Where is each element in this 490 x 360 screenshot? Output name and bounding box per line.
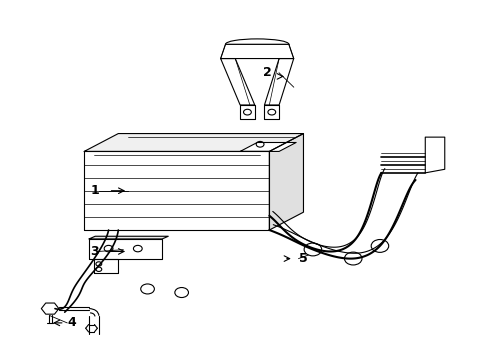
Polygon shape (265, 105, 279, 119)
Polygon shape (270, 134, 303, 230)
Polygon shape (220, 59, 255, 105)
Text: 4: 4 (67, 316, 76, 329)
Polygon shape (89, 236, 168, 239)
Text: 5: 5 (298, 252, 307, 265)
Polygon shape (265, 59, 294, 105)
Polygon shape (220, 44, 294, 59)
Polygon shape (84, 152, 270, 230)
Polygon shape (89, 239, 162, 258)
Polygon shape (41, 303, 59, 314)
Polygon shape (94, 258, 118, 273)
Polygon shape (425, 137, 445, 173)
Polygon shape (84, 134, 303, 152)
Text: 2: 2 (263, 66, 272, 79)
Polygon shape (240, 143, 296, 152)
Text: 1: 1 (90, 184, 99, 197)
Text: 3: 3 (90, 245, 99, 258)
Polygon shape (240, 105, 255, 119)
